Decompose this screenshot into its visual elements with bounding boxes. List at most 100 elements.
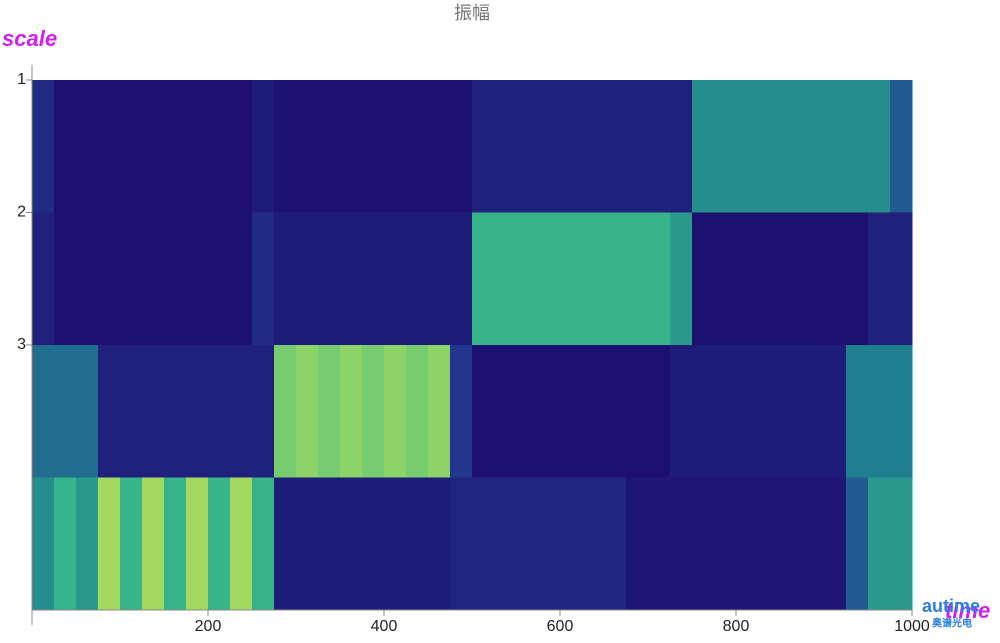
heat-cell <box>648 477 671 610</box>
heat-cell <box>648 80 671 213</box>
heat-cell <box>274 477 297 610</box>
heat-cell <box>846 80 869 213</box>
x-tick-label: 800 <box>723 618 750 635</box>
y-tick-label: 2 <box>17 204 26 221</box>
heat-cell <box>758 80 781 213</box>
heat-cell <box>230 80 253 213</box>
heat-cell <box>736 345 759 478</box>
heat-cell <box>560 477 583 610</box>
heat-cell <box>780 477 803 610</box>
heat-cell <box>450 80 473 213</box>
heat-cell <box>98 212 121 345</box>
heat-cell <box>142 477 165 610</box>
heat-cell <box>340 80 363 213</box>
heat-cell <box>538 80 561 213</box>
heat-cell <box>252 477 275 610</box>
heat-cell <box>32 345 55 478</box>
heat-cell <box>516 80 539 213</box>
heat-cell <box>406 345 429 478</box>
heat-cell <box>582 345 605 478</box>
heat-cell <box>626 345 649 478</box>
heat-cell <box>362 477 385 610</box>
heat-cell <box>208 477 231 610</box>
heat-cell <box>626 477 649 610</box>
heat-cell <box>670 345 693 478</box>
heat-cell <box>120 477 143 610</box>
heat-cell <box>670 80 693 213</box>
heat-cell <box>54 477 77 610</box>
heat-cell <box>428 477 451 610</box>
heat-cell <box>670 477 693 610</box>
heat-cell <box>802 477 825 610</box>
heat-cell <box>32 212 55 345</box>
x-axis-label: time <box>945 598 990 623</box>
heat-cell <box>428 345 451 478</box>
heat-cell <box>802 212 825 345</box>
heat-cell <box>450 345 473 478</box>
heat-cell <box>846 477 869 610</box>
heat-cell <box>186 212 209 345</box>
heat-cell <box>648 345 671 478</box>
heat-cell <box>230 212 253 345</box>
heat-cell <box>318 477 341 610</box>
heat-cell <box>318 80 341 213</box>
heat-cell <box>186 345 209 478</box>
heat-cell <box>318 212 341 345</box>
heat-cell <box>868 477 891 610</box>
heat-cell <box>384 477 407 610</box>
heat-cell <box>516 477 539 610</box>
heat-cell <box>164 345 187 478</box>
heat-cell <box>494 345 517 478</box>
heat-cell <box>164 80 187 213</box>
heat-cell <box>230 477 253 610</box>
heat-cell <box>98 345 121 478</box>
heat-cell <box>824 212 847 345</box>
heat-cell <box>626 212 649 345</box>
heat-cell <box>450 477 473 610</box>
heat-cell <box>428 212 451 345</box>
heat-cell <box>54 345 77 478</box>
heat-cell <box>406 477 429 610</box>
heat-cell <box>428 80 451 213</box>
heat-cell <box>230 345 253 478</box>
heat-cell <box>164 477 187 610</box>
heat-cell <box>186 477 209 610</box>
heat-cell <box>560 212 583 345</box>
heat-cell <box>846 345 869 478</box>
watermark-sub: 奥谱光电 <box>932 617 972 630</box>
heat-cell <box>384 212 407 345</box>
x-tick-label: 1000 <box>894 618 930 635</box>
heat-cell <box>472 477 495 610</box>
heat-cell <box>164 212 187 345</box>
heat-cell <box>758 345 781 478</box>
heat-cell <box>54 212 77 345</box>
heat-cell <box>560 80 583 213</box>
heat-cell <box>362 345 385 478</box>
heat-cell <box>296 80 319 213</box>
watermark: autime <box>922 596 980 616</box>
heat-cell <box>252 212 275 345</box>
heat-cell <box>76 477 99 610</box>
heat-cell <box>120 80 143 213</box>
heat-cell <box>406 80 429 213</box>
heat-cell <box>450 212 473 345</box>
heat-cell <box>714 345 737 478</box>
heat-cell <box>384 80 407 213</box>
heat-cell <box>142 345 165 478</box>
heat-cell <box>274 80 297 213</box>
heat-cell <box>802 80 825 213</box>
heat-cell <box>494 477 517 610</box>
heat-cell <box>208 80 231 213</box>
heat-cell <box>340 345 363 478</box>
heat-cell <box>758 212 781 345</box>
heat-cell <box>472 345 495 478</box>
heat-cell <box>692 80 715 213</box>
heat-cell <box>76 212 99 345</box>
heat-cell <box>76 80 99 213</box>
heat-cell <box>670 212 693 345</box>
heat-cell <box>714 477 737 610</box>
heat-cell <box>604 212 627 345</box>
heat-cell <box>604 80 627 213</box>
heat-cell <box>120 345 143 478</box>
